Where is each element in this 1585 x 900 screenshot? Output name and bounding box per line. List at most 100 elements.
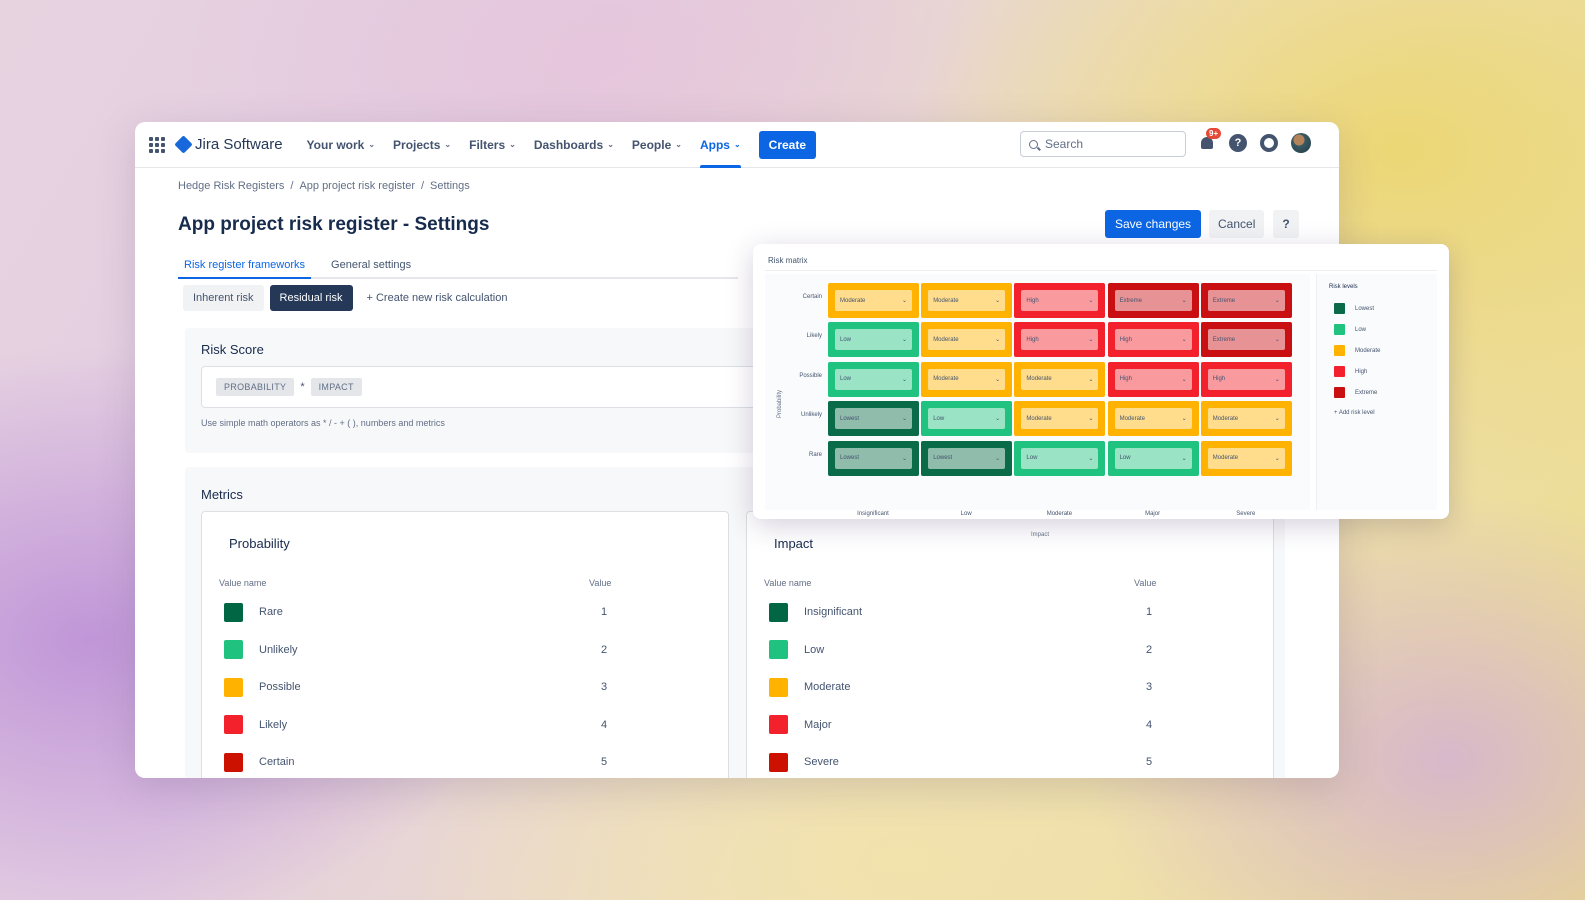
risk-calculation-tabs: Inherent risk Residual risk + Create new… [183,285,515,311]
legend-swatch [1334,303,1345,314]
risk-level-select[interactable]: Moderate ⌄ [1207,447,1285,469]
subtab-residual-risk[interactable]: Residual risk [269,285,353,311]
save-changes-button[interactable]: Save changes [1105,210,1202,238]
formula-operator: * [300,381,305,393]
help-button[interactable]: ? [1273,210,1299,238]
color-swatch[interactable] [224,677,243,697]
nav-dashboards[interactable]: Dashboards ⌄ [534,122,614,168]
metric-row[interactable]: Severe 5 [769,752,1259,772]
nav-apps[interactable]: Apps ⌄ [699,122,741,168]
metric-row[interactable]: Possible 3 [224,677,714,697]
search-input[interactable]: Search [1020,131,1186,157]
risk-level-select[interactable]: Moderate ⌄ [928,329,1006,351]
matrix-cell: Moderate ⌄ [1107,401,1199,437]
metric-row[interactable]: Moderate 3 [769,677,1259,697]
color-swatch[interactable] [769,752,788,772]
risk-level-select[interactable]: Moderate ⌄ [835,290,912,311]
nav-filters[interactable]: Filters ⌄ [469,122,516,168]
subtab-inherent-risk[interactable]: Inherent risk [183,285,264,311]
add-risk-level-button[interactable]: + Add risk level [1334,410,1375,416]
nav-projects[interactable]: Projects ⌄ [393,122,451,168]
gear-icon[interactable] [1260,134,1278,152]
risk-level-select[interactable]: High ⌄ [1114,329,1192,351]
value-number: 4 [600,718,608,731]
risk-level-select[interactable]: Low ⌄ [1114,447,1192,469]
risk-level-select[interactable]: Low ⌄ [835,368,912,390]
metric-row[interactable]: Insignificant 1 [769,602,1259,622]
risk-level-select[interactable]: High ⌄ [1021,329,1099,351]
matrix-cell: High ⌄ [1107,322,1199,358]
help-icon[interactable]: ? [1229,134,1247,152]
color-swatch[interactable] [769,640,788,659]
risk-level-select[interactable]: High ⌄ [1114,368,1192,390]
metric-row[interactable]: Low 2 [769,640,1259,660]
chevron-down-icon: ⌄ [1181,376,1187,383]
formula-token[interactable]: IMPACT [310,378,362,396]
legend-item[interactable]: Moderate [1334,345,1380,356]
legend-item[interactable]: Low [1334,324,1366,335]
metric-row[interactable]: Major 4 [769,715,1259,735]
risk-level-value: Moderate [1119,415,1145,422]
avatar[interactable] [1291,133,1311,153]
color-swatch[interactable] [224,715,243,734]
matrix-cell: Low ⌄ [1107,440,1199,476]
breadcrumb-item[interactable]: App project risk register [299,180,415,192]
chevron-down-icon: ⌄ [1274,416,1280,423]
metric-row[interactable]: Likely 4 [224,715,714,735]
risk-level-select[interactable]: High ⌄ [1021,290,1099,311]
breadcrumb-item[interactable]: Settings [430,180,470,192]
risk-level-select[interactable]: High ⌄ [1207,368,1285,390]
risk-level-select[interactable]: Moderate ⌄ [928,290,1006,311]
cancel-button[interactable]: Cancel [1209,210,1265,238]
risk-level-select[interactable]: Extreme ⌄ [1207,329,1285,351]
risk-level-select[interactable]: Extreme ⌄ [1207,290,1285,311]
breadcrumb-item[interactable]: Hedge Risk Registers [178,180,285,192]
color-swatch[interactable] [224,640,243,659]
color-swatch[interactable] [224,602,243,622]
risk-level-select[interactable]: Moderate ⌄ [1207,408,1285,430]
color-swatch[interactable] [769,677,788,697]
risk-level-select[interactable]: Lowest ⌄ [835,447,912,469]
search-icon [1029,139,1038,149]
create-button[interactable]: Create [758,130,817,159]
matrix-row-label: Possible [799,372,822,379]
risk-level-select[interactable]: Moderate ⌄ [1021,368,1099,390]
metric-row[interactable]: Unlikely 2 [224,640,714,660]
notifications-button[interactable]: 9+ [1198,128,1222,152]
risk-level-select[interactable]: Moderate ⌄ [1114,408,1192,430]
nav-your-work[interactable]: Your work ⌄ [307,122,376,168]
risk-level-select[interactable]: Low ⌄ [928,408,1006,430]
risk-level-select[interactable]: Extreme ⌄ [1114,290,1192,311]
matrix-cell: High ⌄ [1107,361,1199,397]
legend-item[interactable]: High [1334,366,1367,377]
value-number: 3 [600,681,608,693]
risk-level-value: Low [1026,455,1038,462]
color-swatch[interactable] [769,602,788,622]
tab-risk-register-frameworks[interactable]: Risk register frameworks [178,254,312,279]
nav-people[interactable]: People ⌄ [632,122,682,168]
legend-item[interactable]: Extreme [1334,387,1377,398]
color-swatch[interactable] [224,752,243,772]
matrix-cell: Moderate ⌄ [828,283,919,318]
value-number: 2 [600,643,608,656]
chevron-down-icon: ⌄ [1274,337,1280,344]
metric-row[interactable]: Certain 5 [224,752,714,772]
color-swatch[interactable] [769,715,788,734]
metric-row[interactable]: Rare 1 [224,602,714,622]
risk-level-select[interactable]: Lowest ⌄ [928,447,1006,469]
product-logo[interactable]: Jira Software [174,135,283,154]
risk-level-select[interactable]: Lowest ⌄ [835,408,912,430]
create-risk-calculation-button[interactable]: + Create new risk calculation [359,285,516,311]
risk-level-select[interactable]: Low ⌄ [835,329,912,351]
top-icons: 9+ ? [1198,128,1311,153]
risk-level-select[interactable]: Moderate ⌄ [928,368,1006,390]
plus-icon: + [366,292,376,304]
risk-level-select[interactable]: Low ⌄ [1021,447,1099,469]
app-switcher-icon[interactable] [149,136,165,153]
legend-item[interactable]: Lowest [1334,303,1374,314]
tab-general-settings[interactable]: General settings [331,259,412,271]
risk-level-select[interactable]: Moderate ⌄ [1021,408,1099,430]
formula-token[interactable]: PROBABILITY [216,378,295,396]
breadcrumb-separator: / [420,180,425,192]
risk-level-value: Moderate [1026,415,1052,422]
